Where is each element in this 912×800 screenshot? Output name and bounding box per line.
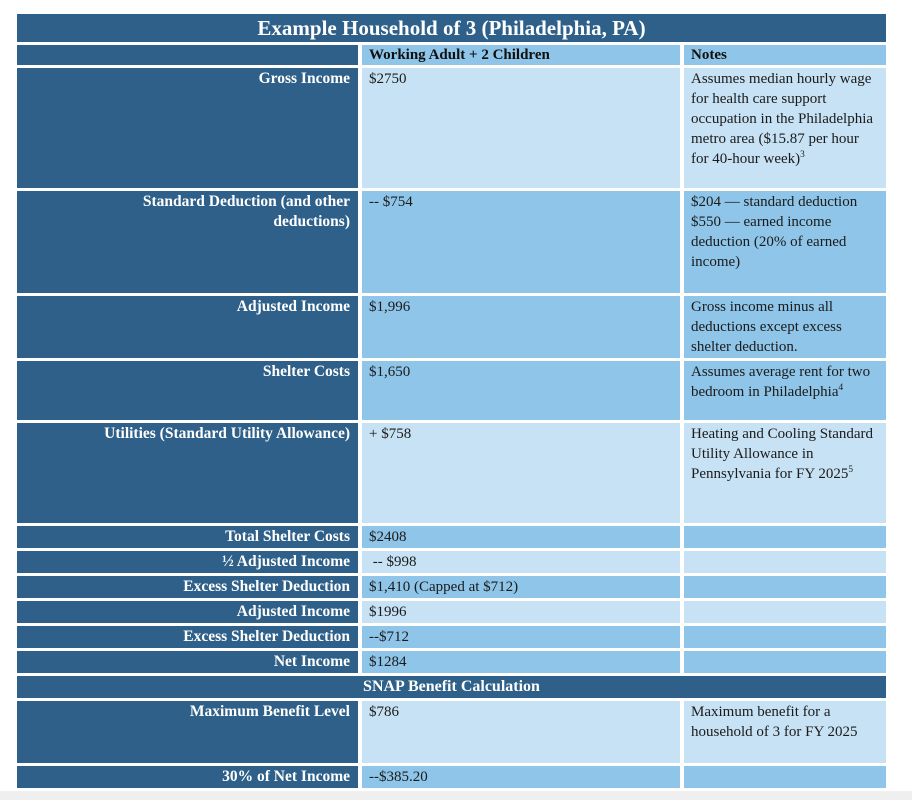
table-title: Example Household of 3 (Philadelphia, PA…	[17, 14, 886, 42]
row-notes: Gross income minus all deductions except…	[684, 296, 886, 358]
row-label: Adjusted Income	[17, 601, 358, 623]
row-value: --$712	[362, 626, 680, 648]
notes-text: $204 — standard deduction $550 — earned …	[691, 194, 858, 270]
row-value: $1996	[362, 601, 680, 623]
row-notes	[684, 576, 886, 598]
row-label: Total Shelter Costs	[17, 526, 358, 548]
page-bottom-edge	[0, 791, 912, 800]
empty-header-cell	[17, 45, 358, 65]
table-row-gross-income: Gross Income $2750 Assumes median hourly…	[17, 68, 886, 188]
row-label: Net Income	[17, 651, 358, 673]
table-row-shelter-costs: Shelter Costs $1,650 Assumes average ren…	[17, 361, 886, 420]
row-label: 30% of Net Income	[17, 766, 358, 788]
row-notes: Assumes average rent for two bedroom in …	[684, 361, 886, 420]
table-row-half-adjusted-income: ½ Adjusted Income -- $998	[17, 551, 886, 573]
row-value: $2750	[362, 68, 680, 188]
notes-text: Heating and Cooling Standard Utility All…	[691, 426, 874, 482]
row-notes	[684, 526, 886, 548]
row-label: Shelter Costs	[17, 361, 358, 420]
table-row-adjusted-income-2: Adjusted Income $1996	[17, 601, 886, 623]
row-value: $786	[362, 701, 680, 763]
table-row-excess-shelter-deduction: Excess Shelter Deduction $1,410 (Capped …	[17, 576, 886, 598]
notes-text: Assumes median hourly wage for health ca…	[691, 71, 874, 167]
table-row-utilities: Utilities (Standard Utility Allowance) +…	[17, 423, 886, 523]
notes-text: Gross income minus all deductions except…	[691, 299, 842, 355]
notes-text: Assumes average rent for two bedroom in …	[691, 364, 871, 400]
row-value: --$385.20	[362, 766, 680, 788]
row-label: Gross Income	[17, 68, 358, 188]
section-header-title: SNAP Benefit Calculation	[17, 676, 886, 698]
footnote-marker: 4	[838, 383, 844, 393]
row-notes	[684, 766, 886, 788]
row-label: Standard Deduction (and other deductions…	[17, 191, 358, 293]
table-row-30pct-net-income: 30% of Net Income --$385.20	[17, 766, 886, 788]
row-label: Adjusted Income	[17, 296, 358, 358]
section-header-row: SNAP Benefit Calculation	[17, 676, 886, 698]
column-header-row: Working Adult + 2 Children Notes	[17, 45, 886, 65]
column-header-household: Working Adult + 2 Children	[362, 45, 680, 65]
row-label: Utilities (Standard Utility Allowance)	[17, 423, 358, 523]
table-title-row: Example Household of 3 (Philadelphia, PA…	[17, 14, 886, 42]
table-row-adjusted-income: Adjusted Income $1,996 Gross income minu…	[17, 296, 886, 358]
table-row-total-shelter-costs: Total Shelter Costs $2408	[17, 526, 886, 548]
row-label: ½ Adjusted Income	[17, 551, 358, 573]
row-notes	[684, 601, 886, 623]
row-value: $1,410 (Capped at $712)	[362, 576, 680, 598]
row-value: $2408	[362, 526, 680, 548]
row-notes: $204 — standard deduction $550 — earned …	[684, 191, 886, 293]
row-notes: Heating and Cooling Standard Utility All…	[684, 423, 886, 523]
table-row-maximum-benefit-level: Maximum Benefit Level $786 Maximum benef…	[17, 701, 886, 763]
row-notes	[684, 626, 886, 648]
row-value: $1,996	[362, 296, 680, 358]
row-value: $1,650	[362, 361, 680, 420]
table-row-standard-deduction: Standard Deduction (and other deductions…	[17, 191, 886, 293]
table-row-excess-shelter-deduction-2: Excess Shelter Deduction --$712	[17, 626, 886, 648]
row-notes: Maximum benefit for a household of 3 for…	[684, 701, 886, 763]
row-value: -- $754	[362, 191, 680, 293]
row-notes: Assumes median hourly wage for health ca…	[684, 68, 886, 188]
snap-benefit-table: Example Household of 3 (Philadelphia, PA…	[17, 14, 886, 800]
table-row-net-income: Net Income $1284	[17, 651, 886, 673]
column-header-notes: Notes	[684, 45, 886, 65]
row-label: Excess Shelter Deduction	[17, 626, 358, 648]
footnote-marker: 5	[848, 465, 854, 475]
footnote-marker: 3	[800, 150, 805, 160]
row-value: + $758	[362, 423, 680, 523]
row-label: Excess Shelter Deduction	[17, 576, 358, 598]
row-label: Maximum Benefit Level	[17, 701, 358, 763]
row-notes	[684, 551, 886, 573]
row-value: -- $998	[362, 551, 680, 573]
row-value: $1284	[362, 651, 680, 673]
row-notes	[684, 651, 886, 673]
